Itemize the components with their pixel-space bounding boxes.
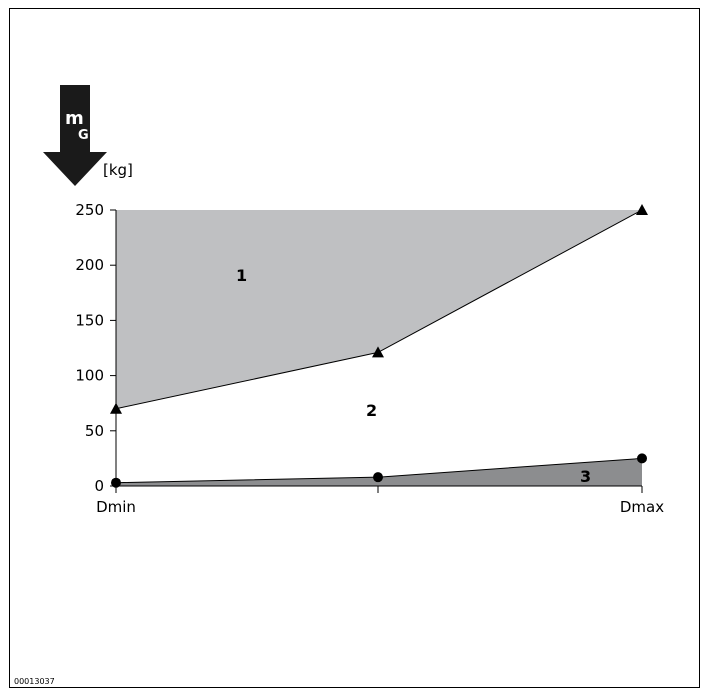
figure-code: 00013037 (14, 677, 55, 686)
y-tick-label: 50 (85, 422, 104, 440)
x-ticks: Dmin Dmax (96, 486, 664, 516)
y-tick-label: 250 (75, 201, 104, 219)
x-tick-label: Dmin (96, 498, 136, 516)
figure-frame (9, 8, 700, 688)
region-label-1: 1 (236, 266, 247, 285)
y-tick-label: 200 (75, 256, 104, 274)
circle-marker (111, 477, 121, 488)
down-arrow-icon (43, 85, 107, 186)
triangle-marker (372, 346, 384, 358)
triangle-marker (636, 204, 648, 215)
y-symbol: m (65, 108, 84, 129)
y-tick-label: 150 (75, 311, 104, 329)
y-symbol-subscript: G (78, 128, 89, 143)
region-label-2: 2 (366, 401, 377, 420)
region-1-area (116, 210, 642, 409)
triangle-marker (110, 402, 122, 414)
y-axis-unit: [kg] (103, 161, 133, 179)
circle-marker (373, 472, 383, 483)
data-markers (110, 204, 648, 488)
x-tick-label: Dmax (620, 498, 664, 516)
y-ticks: 0 50 100 150 200 250 (75, 201, 116, 495)
region-label-3: 3 (580, 467, 591, 486)
y-tick-label: 0 (94, 477, 104, 495)
y-tick-label: 100 (75, 367, 104, 385)
circle-marker (637, 453, 647, 464)
region-3-area (116, 458, 642, 486)
